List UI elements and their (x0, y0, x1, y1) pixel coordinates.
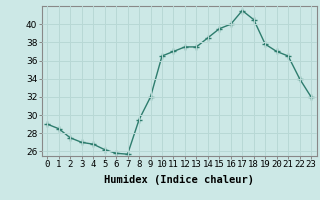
X-axis label: Humidex (Indice chaleur): Humidex (Indice chaleur) (104, 175, 254, 185)
